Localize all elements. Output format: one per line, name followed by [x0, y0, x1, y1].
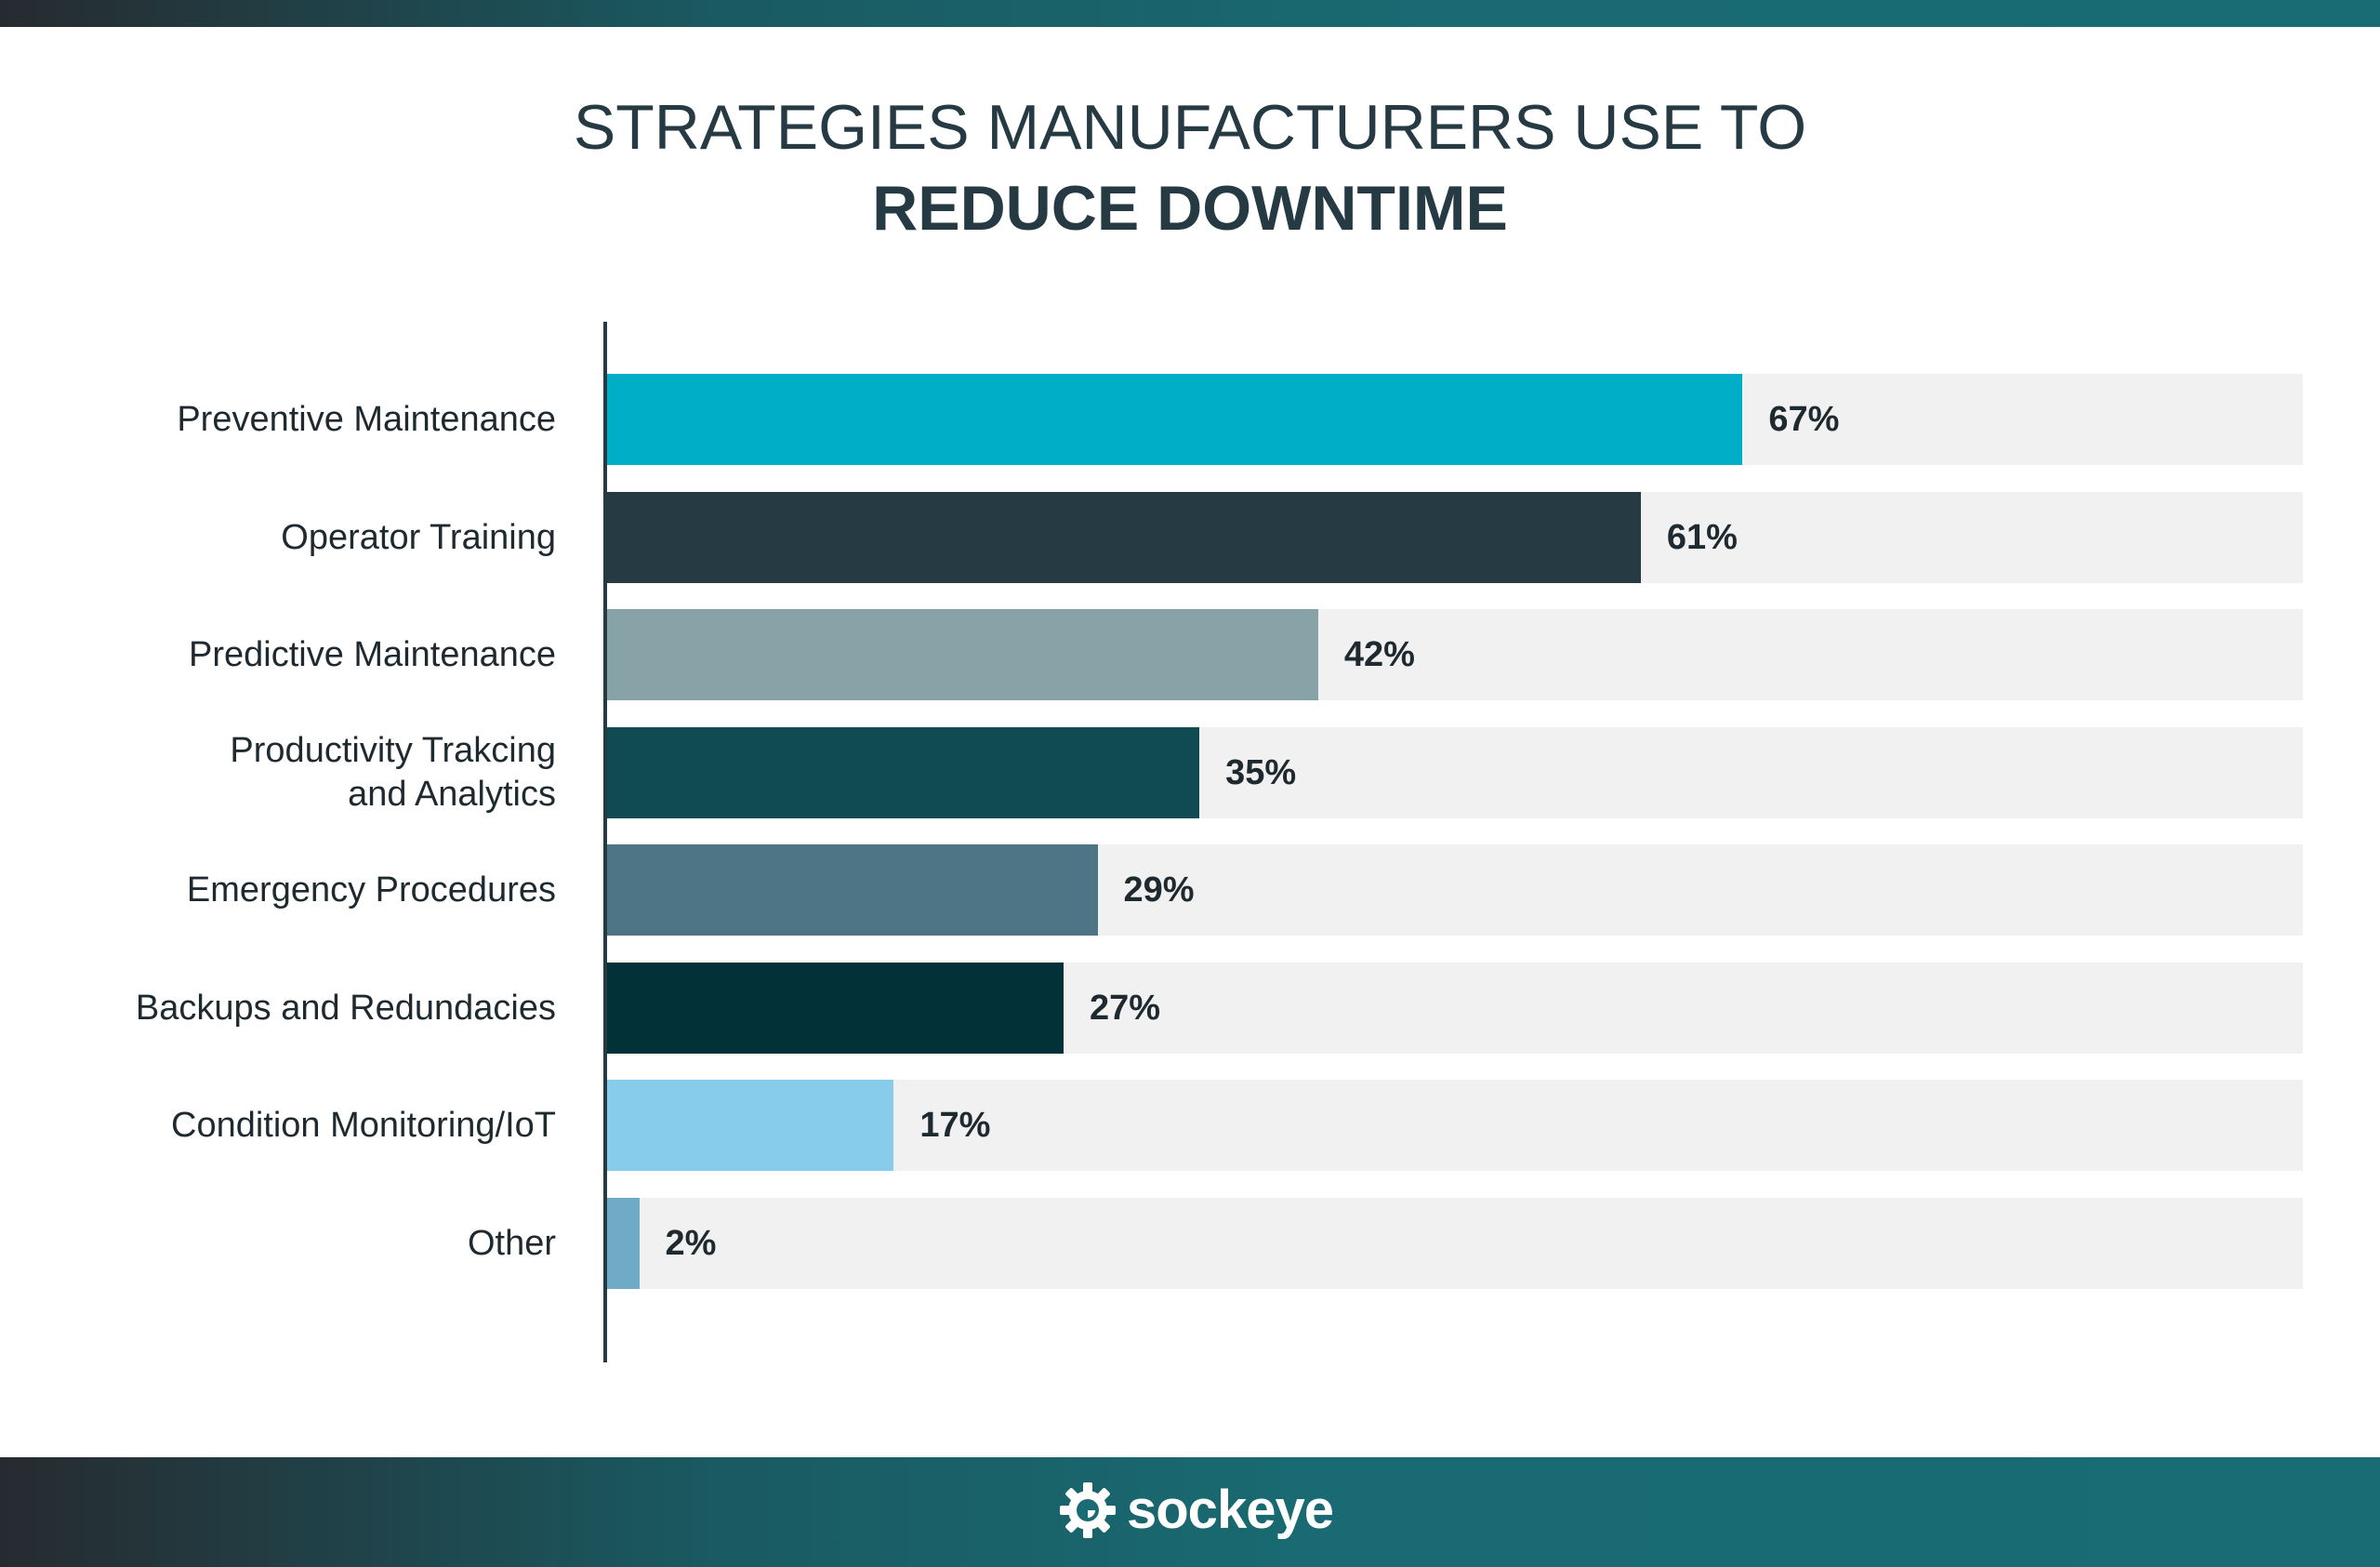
bar-row: Productivity Trakcing and Analytics 35% — [0, 727, 2380, 818]
category-label: Productivity Trakcing and Analytics — [230, 731, 556, 814]
bar-row: Condition Monitoring/IoT 17% — [0, 1080, 2380, 1171]
chart-title-line2: REDUCE DOWNTIME — [872, 173, 1508, 244]
category-label: Preventive Maintenance — [177, 399, 556, 439]
value-label: 17% — [919, 1105, 991, 1145]
category-label: Emergency Procedures — [186, 870, 556, 910]
bar — [605, 609, 1318, 700]
bar — [605, 844, 1098, 936]
value-label: 27% — [1090, 988, 1161, 1028]
category-label: Predictive Maintenance — [189, 634, 556, 674]
value-label: 42% — [1343, 634, 1415, 674]
footer-band — [0, 1457, 2380, 1567]
category-label: Backups and Redundacies — [135, 988, 556, 1028]
category-label: Operator Training — [281, 517, 556, 557]
bar-track — [605, 1198, 2303, 1289]
bar — [605, 492, 1641, 583]
bar-row: Other 2% — [0, 1198, 2380, 1289]
top-band — [0, 0, 2380, 27]
value-label: 2% — [665, 1223, 717, 1263]
gear-eye-icon — [1060, 1481, 1116, 1538]
category-label: Other — [467, 1223, 556, 1263]
chart-title-line1: STRATEGIES MANUFACTURERS USE TO — [573, 92, 1807, 163]
brand-logo: sockeye — [1058, 1479, 1334, 1541]
bar — [605, 963, 1064, 1054]
bar — [605, 727, 1200, 818]
value-label: 29% — [1123, 870, 1195, 910]
bar-row: Operator Training 61% — [0, 492, 2380, 583]
brand-name: sockeye — [1127, 1480, 1334, 1540]
y-axis-line — [603, 322, 607, 1362]
value-label: 67% — [1768, 399, 1840, 439]
bar-row: Preventive Maintenance 67% — [0, 374, 2380, 465]
bar-row: Emergency Procedures 29% — [0, 844, 2380, 936]
value-label: 35% — [1225, 752, 1297, 792]
bar-row: Backups and Redundacies 27% — [0, 963, 2380, 1054]
bar-row: Predictive Maintenance 42% — [0, 609, 2380, 700]
bar — [605, 374, 1743, 465]
category-label: Condition Monitoring/IoT — [171, 1105, 556, 1145]
value-label: 61% — [1666, 517, 1738, 557]
bar — [605, 1198, 640, 1289]
bar — [605, 1080, 894, 1171]
